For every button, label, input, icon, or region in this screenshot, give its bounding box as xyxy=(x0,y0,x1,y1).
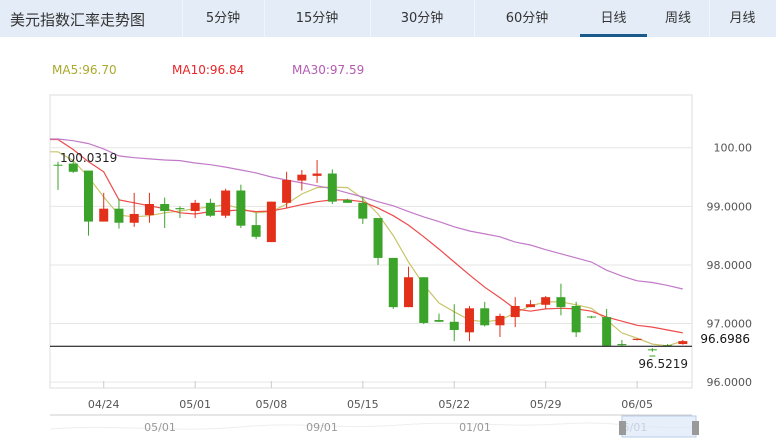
candle-down xyxy=(68,163,78,172)
candle-up xyxy=(221,190,231,216)
candle-up xyxy=(678,341,688,345)
tab-weekly[interactable]: 周线 xyxy=(664,11,691,26)
candle-up xyxy=(525,304,535,308)
legend-ma30: MA30:97.59 xyxy=(292,63,365,77)
navigator-handle-left[interactable] xyxy=(619,421,626,435)
legend-ma10: MA10:96.84 xyxy=(172,63,245,77)
candle-down xyxy=(251,225,261,237)
candle-up xyxy=(190,202,200,212)
y-tick-label: 98.0000 xyxy=(707,259,753,272)
navigator-label: 01/01 xyxy=(459,421,491,434)
candle-down xyxy=(647,349,657,351)
y-tick-label: 100.00 xyxy=(714,142,753,155)
candle-down xyxy=(53,164,63,166)
candle-up xyxy=(266,201,276,243)
candle-up xyxy=(282,179,292,203)
page-title: 美元指数汇率走势图 xyxy=(10,11,146,29)
x-tick-label: 05/01 xyxy=(179,398,211,411)
x-tick-label: 05/22 xyxy=(438,398,470,411)
candle-up xyxy=(99,208,109,222)
tab-30min[interactable]: 30分钟 xyxy=(400,11,444,26)
y-tick-label: 99.0000 xyxy=(707,200,753,213)
candle-up xyxy=(541,297,551,305)
candle-up xyxy=(404,277,414,308)
candle-down xyxy=(175,208,185,210)
x-tick-label: 06/05 xyxy=(621,398,653,411)
tab-divider xyxy=(709,0,710,37)
candle-down xyxy=(434,320,444,322)
tab-monthly[interactable]: 月线 xyxy=(729,11,756,26)
candle-down xyxy=(480,308,490,326)
candle-down xyxy=(419,277,429,323)
navigator-label: 05/01 xyxy=(144,421,176,434)
x-tick-label: 04/24 xyxy=(88,398,120,411)
candle-up xyxy=(632,338,642,340)
x-tick-label: 05/08 xyxy=(256,398,288,411)
candle-down xyxy=(556,297,566,308)
navigator-preview-line xyxy=(49,422,693,430)
tab-divider xyxy=(370,0,371,37)
tab-daily[interactable]: 日线 xyxy=(580,0,647,37)
candle-down xyxy=(160,203,170,212)
candle-up xyxy=(144,203,154,216)
candle-up xyxy=(129,213,139,223)
tab-60min[interactable]: 60分钟 xyxy=(505,11,549,26)
y-tick-label: 97.0000 xyxy=(707,318,753,331)
candle-down xyxy=(83,170,93,222)
x-tick-label: 05/15 xyxy=(347,398,379,411)
ma-line-ma10 xyxy=(50,138,683,334)
candle-down xyxy=(358,202,368,219)
max-price-marker: 100.0319 xyxy=(60,151,117,165)
candle-down xyxy=(327,173,337,202)
candle-up xyxy=(510,305,520,318)
candle-down xyxy=(586,316,596,318)
tab-5min[interactable]: 5分钟 xyxy=(205,11,241,26)
candle-down xyxy=(373,218,383,258)
candle-down xyxy=(343,199,353,203)
min-price-marker: 96.5219 xyxy=(638,357,688,371)
candle-down xyxy=(617,344,627,346)
tab-divider xyxy=(264,0,265,37)
candle-up xyxy=(464,308,474,333)
candle-down xyxy=(388,257,398,308)
candle-down xyxy=(205,202,215,216)
candle-up xyxy=(312,173,322,176)
candle-down xyxy=(602,317,612,346)
tab-15min[interactable]: 15分钟 xyxy=(295,11,339,26)
candle-up xyxy=(297,174,307,181)
navigator-label: 09/01 xyxy=(306,421,338,434)
candle-down xyxy=(571,305,581,333)
y-tick-label: 96.0000 xyxy=(707,376,753,389)
last-price-label: 96.6986 xyxy=(700,332,750,346)
candle-down xyxy=(236,190,246,226)
x-tick-label: 05/29 xyxy=(530,398,562,411)
candle-down xyxy=(449,321,459,330)
navigator-selection[interactable] xyxy=(621,415,697,438)
legend-ma5: MA5:96.70 xyxy=(52,63,117,77)
header-bar: 美元指数汇率走势图 5分钟 15分钟 30分钟 60分钟 日线 周线 月线 xyxy=(0,0,776,37)
candle-down xyxy=(114,208,124,223)
candle-up xyxy=(495,315,505,326)
tab-divider xyxy=(474,0,475,37)
tab-divider xyxy=(182,0,183,37)
plot-area xyxy=(49,94,693,389)
navigator-handle-right[interactable] xyxy=(692,421,699,435)
